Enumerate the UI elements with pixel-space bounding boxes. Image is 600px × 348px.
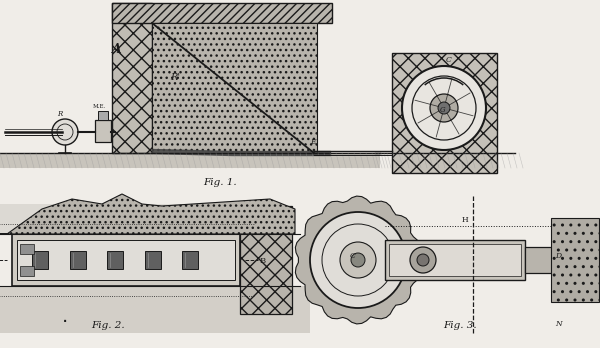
- Polygon shape: [152, 23, 317, 153]
- Text: E: E: [310, 138, 316, 146]
- Bar: [112, 3, 152, 153]
- Bar: [98, 111, 108, 120]
- Text: Fig. 2.: Fig. 2.: [91, 321, 125, 330]
- Text: M.E.: M.E.: [93, 104, 106, 109]
- Circle shape: [52, 119, 78, 145]
- Polygon shape: [295, 196, 421, 324]
- Text: R': R': [170, 73, 180, 82]
- Text: G: G: [440, 106, 446, 114]
- Bar: [32, 251, 48, 269]
- Bar: [385, 240, 525, 280]
- Bar: [240, 206, 292, 314]
- Bar: [12, 234, 240, 286]
- Polygon shape: [0, 194, 295, 234]
- Circle shape: [351, 253, 365, 267]
- Polygon shape: [0, 153, 380, 168]
- Circle shape: [340, 242, 376, 278]
- Bar: [70, 251, 86, 269]
- Bar: [551, 218, 599, 302]
- Circle shape: [402, 66, 486, 150]
- Circle shape: [310, 212, 406, 308]
- Circle shape: [417, 254, 429, 266]
- Bar: [182, 251, 199, 269]
- Bar: [20, 266, 34, 276]
- Text: N: N: [555, 320, 562, 328]
- Circle shape: [438, 102, 450, 114]
- Text: A: A: [112, 43, 122, 56]
- Bar: [20, 244, 34, 254]
- Text: H: H: [461, 216, 469, 224]
- Text: ·: ·: [62, 313, 68, 332]
- Bar: [389, 244, 521, 276]
- Circle shape: [430, 94, 458, 122]
- Bar: [17, 240, 235, 280]
- Text: Fig. 1.: Fig. 1.: [203, 178, 237, 187]
- Bar: [107, 251, 123, 269]
- Text: C: C: [350, 252, 356, 260]
- Text: C: C: [446, 56, 452, 64]
- Bar: [112, 3, 332, 23]
- Text: D: D: [555, 252, 561, 260]
- Bar: [0, 204, 270, 234]
- Text: Fig. 3.: Fig. 3.: [443, 321, 477, 330]
- Circle shape: [410, 247, 436, 273]
- Bar: [0, 286, 310, 333]
- Bar: [95, 120, 111, 142]
- Text: B: B: [260, 257, 266, 265]
- Text: R: R: [57, 110, 62, 118]
- Bar: [392, 53, 497, 173]
- Bar: [525, 247, 553, 273]
- Bar: [145, 251, 161, 269]
